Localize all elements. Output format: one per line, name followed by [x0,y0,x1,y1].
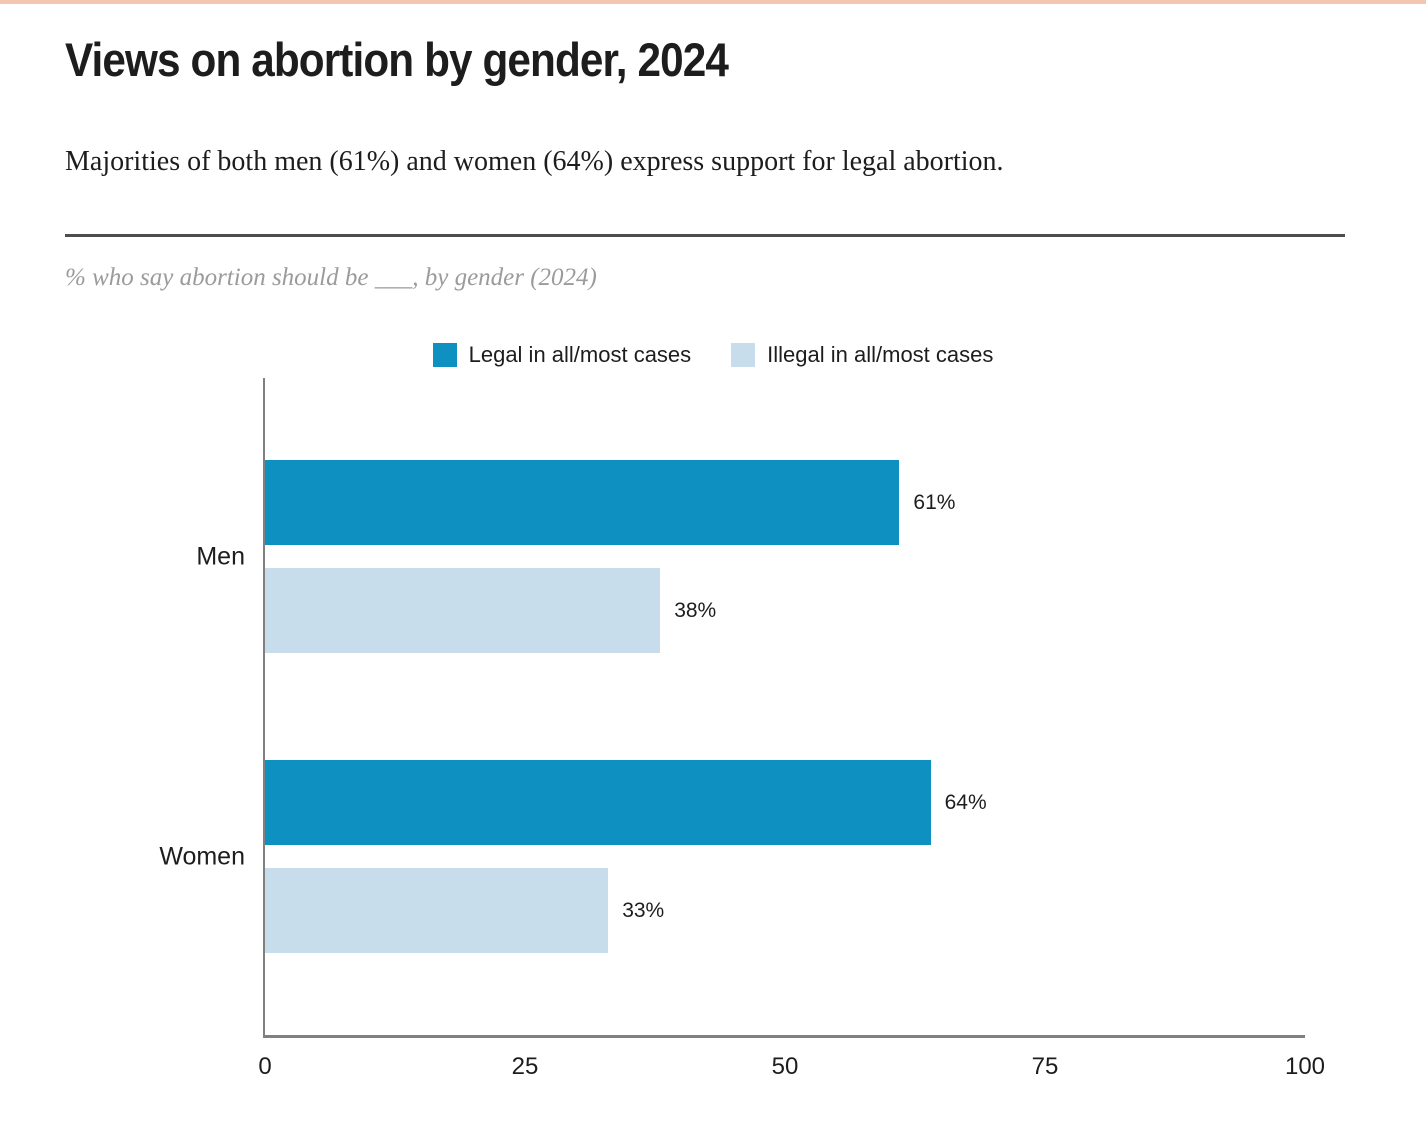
legend-item-illegal: Illegal in all/most cases [731,342,993,368]
x-axis-tick-75: 75 [1031,1053,1059,1080]
bar-women-legal [265,760,931,845]
legend: Legal in all/most cases Illegal in all/m… [0,342,1426,368]
bar-women-illegal [265,868,609,953]
value-label-women-legal: 64% [944,790,987,814]
legal-series-swatch-icon [432,343,457,367]
x-axis-tick-25: 25 [511,1053,539,1080]
value-label-men-legal: 61% [913,490,956,514]
illegal-series-swatch-icon [731,343,756,367]
value-label-men-illegal: 38% [674,598,717,622]
bar-men-legal [265,460,900,545]
page-title: Views on abortion by gender, 2024 [65,33,729,86]
plot-area: Men 61% 38% Women 64% 33% 0 25 50 75 100 [159,378,1325,1080]
legend-label-illegal: Illegal in all/most cases [767,342,994,367]
top-accent-bar [0,0,1426,4]
bar-men-illegal [265,568,661,653]
category-label-women: Women [159,842,245,870]
chart-note: % who say abortion should be ___, by gen… [65,264,597,291]
legend-item-legal: Legal in all/most cases [432,342,692,368]
category-label-men: Men [196,542,245,570]
value-label-women-illegal: 33% [622,898,665,922]
x-axis-tick-100: 100 [1284,1053,1326,1080]
subtitle: Majorities of both men (61%) and women (… [65,146,1004,177]
x-axis-tick-0: 0 [258,1053,272,1080]
divider [65,234,1345,237]
y-axis-line [263,378,265,1035]
x-axis-line [263,1035,1305,1038]
x-axis-tick-50: 50 [771,1053,799,1080]
legend-label-legal: Legal in all/most cases [468,342,692,367]
